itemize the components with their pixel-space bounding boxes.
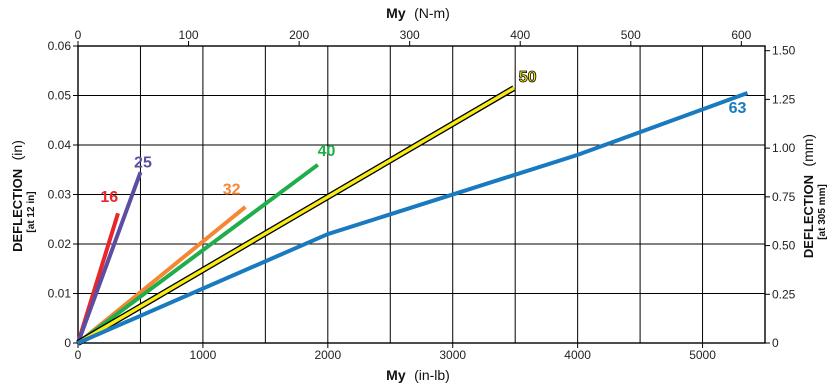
left-tick-label: 0.02: [48, 237, 72, 251]
right-axis-title-unit: (mm): [800, 134, 816, 167]
right-tick-label: 1.00: [772, 141, 796, 155]
series-line-25: [76, 171, 143, 344]
left-axis-title-unit: (in): [9, 140, 25, 160]
top-axis-title: My (N-m): [386, 5, 450, 22]
right-axis-title: DEFLECTION (mm) [at 305 mm]: [800, 134, 828, 258]
left-axis-title-main: DEFLECTION: [10, 169, 25, 252]
bottom-tick-label: 4000: [564, 348, 591, 362]
top-tick-label: 300: [400, 28, 420, 42]
top-tick-label: 100: [179, 28, 199, 42]
bottom-tick-label: 5000: [689, 348, 716, 362]
top-tick-label: 200: [289, 28, 309, 42]
svg-text:DEFLECTION (in): DEFLECTION (in): [9, 140, 26, 252]
series-label-40: 40: [318, 143, 336, 160]
bottom-axis-title-main: My: [386, 367, 406, 383]
grid: [73, 41, 770, 348]
right-tick-label: 1.50: [772, 44, 796, 58]
top-axis-title-main: My: [386, 5, 406, 21]
series-label-25: 25: [134, 154, 152, 171]
right-tick-label: 1.25: [772, 92, 796, 106]
right-tick-label: 0.25: [772, 287, 796, 301]
series-line-50: [77, 86, 515, 345]
left-tick-label: 0.04: [48, 138, 72, 152]
series-line-40: [76, 163, 319, 345]
left-axis-title-sub: [at 12 in]: [26, 191, 37, 232]
series-label-63: 63: [729, 100, 747, 117]
tick-labels: 00.010.020.030.040.050.0600.250.500.751.…: [48, 28, 796, 362]
left-tick-label: 0.01: [48, 287, 72, 301]
left-tick-label: 0: [64, 336, 71, 350]
bottom-tick-label: 0: [75, 348, 82, 362]
bottom-axis-title: My (in-lb): [386, 367, 450, 384]
top-tick-label: 500: [621, 28, 641, 42]
series-label-32: 32: [223, 182, 241, 199]
series-labels: 16 25 32 40 50 63: [100, 69, 746, 206]
bottom-tick-label: 1000: [190, 348, 217, 362]
series-label-50: 50: [519, 69, 537, 86]
left-tick-label: 0.03: [48, 188, 72, 202]
svg-text:DEFLECTION (mm): DEFLECTION (mm): [800, 134, 817, 258]
series-label-16: 16: [100, 189, 118, 206]
top-tick-label: 400: [510, 28, 530, 42]
left-tick-label: 0.06: [48, 39, 72, 53]
top-axis-title-unit: (N-m): [414, 5, 450, 21]
right-axis-title-sub: [at 305 mm]: [817, 184, 828, 240]
right-tick-label: 0: [772, 336, 779, 350]
bottom-axis-title-unit: (in-lb): [414, 367, 450, 383]
top-tick-label: 0: [75, 28, 82, 42]
top-tick-label: 600: [731, 28, 751, 42]
right-axis-title-main: DEFLECTION: [801, 175, 816, 258]
left-axis-title: DEFLECTION (in) [at 12 in]: [9, 140, 37, 252]
series-line-63: [77, 91, 749, 345]
left-tick-label: 0.05: [48, 89, 72, 103]
bottom-tick-label: 3000: [439, 348, 466, 362]
bottom-tick-label: 2000: [314, 348, 341, 362]
series-lines: [76, 85, 749, 346]
right-tick-label: 0.50: [772, 239, 796, 253]
right-tick-label: 0.75: [772, 190, 796, 204]
